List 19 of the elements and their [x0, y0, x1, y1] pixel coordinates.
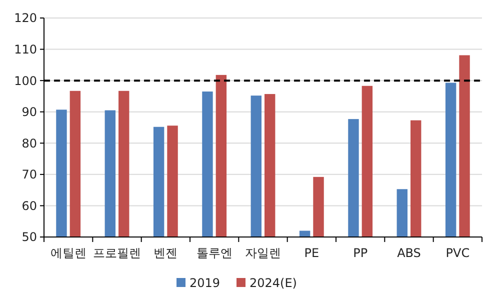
- x-tick-label: PE: [304, 246, 320, 260]
- y-tick-label: 50: [22, 230, 37, 244]
- x-tick-label: 자일렌: [245, 246, 281, 260]
- legend-label: 2024(E): [250, 276, 297, 290]
- x-tick-label: 벤젠: [154, 246, 178, 260]
- y-tick-label: 60: [22, 198, 37, 213]
- y-tick-label: 80: [22, 136, 37, 150]
- x-tick-label: PP: [353, 246, 368, 260]
- x-tick-label: 톨루엔: [196, 246, 232, 260]
- y-tick-label: 110: [14, 42, 37, 56]
- x-tick-label: ABS: [397, 246, 421, 260]
- y-tick-label: 120: [14, 11, 37, 26]
- x-tick-label: PVC: [446, 246, 470, 260]
- x-tick-label: 에틸렌: [50, 246, 86, 260]
- x-tick-label: 프로필렌: [93, 246, 141, 260]
- y-tick-label: 100: [14, 74, 37, 88]
- legend-label: 2019: [190, 276, 220, 290]
- y-tick-label: 90: [22, 105, 37, 120]
- y-tick-label: 70: [22, 168, 37, 182]
